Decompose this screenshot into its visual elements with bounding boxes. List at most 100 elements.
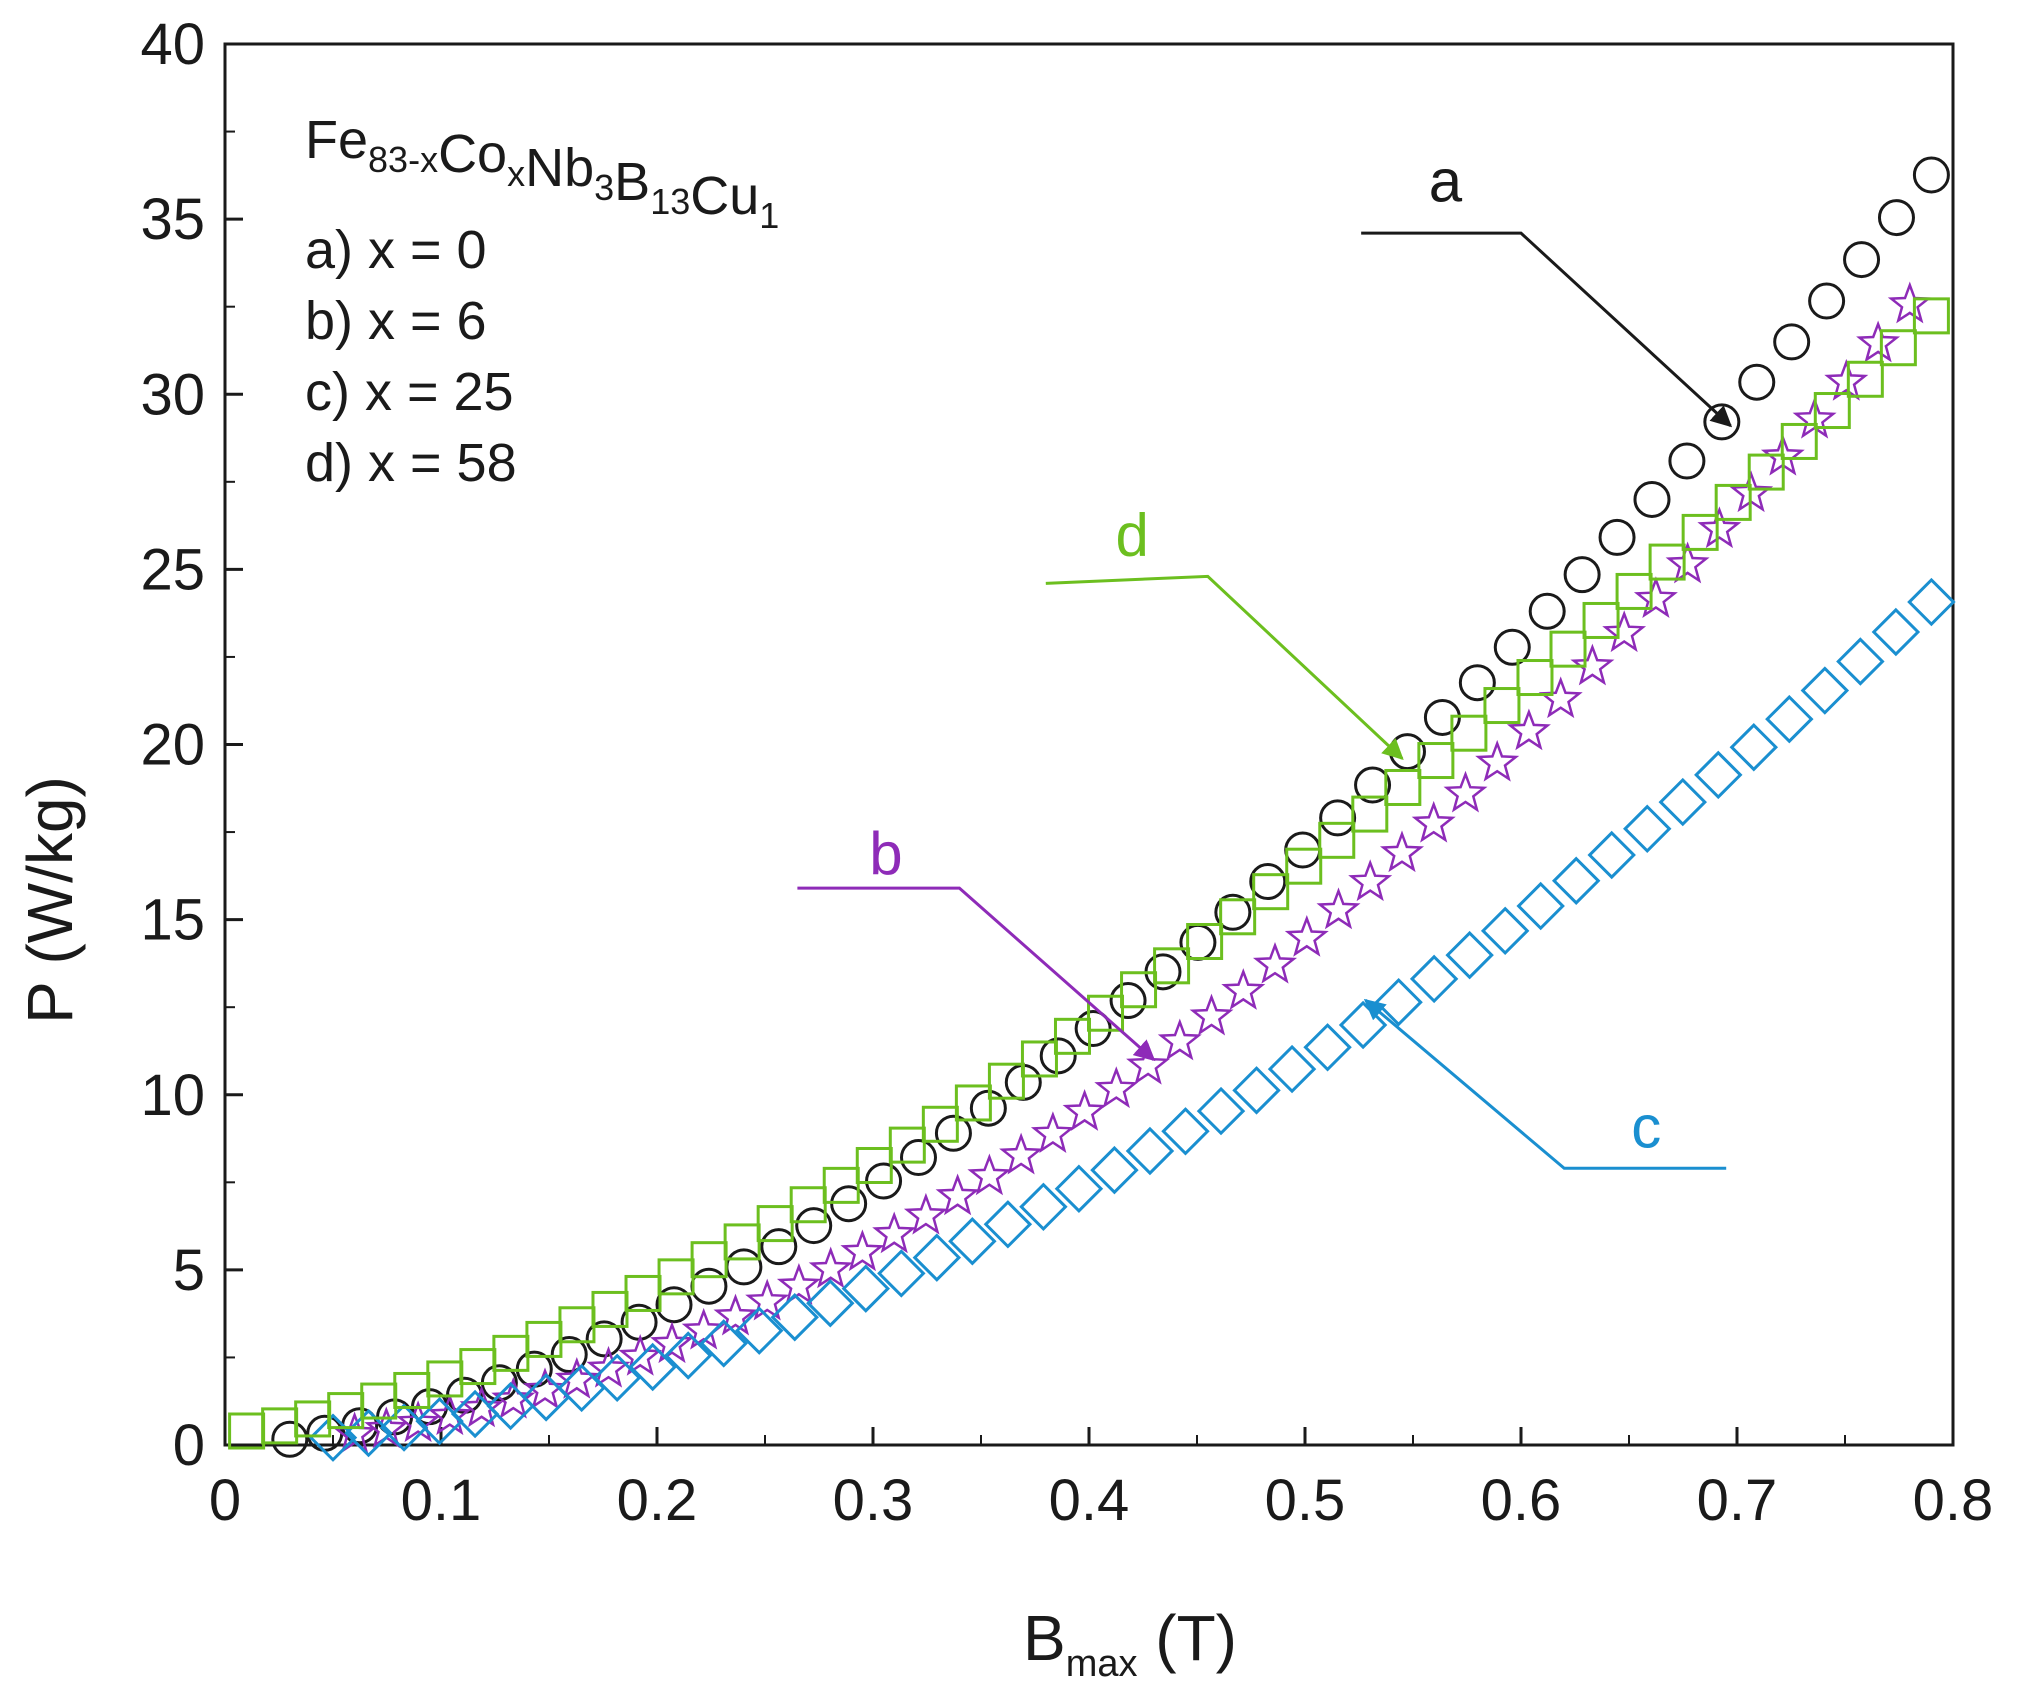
data-point-b: [459, 1385, 504, 1428]
data-point-a: [1598, 518, 1636, 556]
data-point-b: [427, 1393, 472, 1436]
data-point-a: [1877, 199, 1915, 237]
data-point-c: [1409, 954, 1459, 1004]
formula-subscript: 1: [759, 195, 779, 236]
data-point-b: [872, 1211, 917, 1254]
data-point-d: [888, 1126, 926, 1164]
callout-label-a: a: [1429, 148, 1463, 215]
data-point-a: [1563, 556, 1601, 594]
y-tick-label: 40: [140, 12, 205, 77]
data-point-c: [806, 1279, 855, 1328]
data-point-c: [1516, 881, 1565, 931]
data-point-b: [1157, 1018, 1202, 1061]
x-axis: 0 0.1 0.2 0.3 0.4 0.5 0.6 0.7 0.8: [209, 1427, 1993, 1533]
series-d: [228, 297, 1950, 1450]
data-point-d: [822, 1166, 860, 1204]
data-point-d: [1053, 1017, 1091, 1055]
x-tick-label: 0.2: [617, 1468, 698, 1533]
data-point-a: [1074, 1010, 1112, 1048]
data-point-b: [523, 1367, 567, 1410]
data-point-b: [840, 1229, 885, 1272]
data-point-a: [655, 1286, 693, 1324]
data-point-d: [921, 1105, 959, 1143]
data-point-c: [1587, 830, 1636, 880]
data-point-b: [1538, 676, 1583, 719]
data-point-d: [855, 1146, 893, 1184]
data-point-a: [1703, 403, 1741, 441]
data-point-b: [1633, 576, 1678, 618]
data-point-b: [1126, 1042, 1171, 1085]
data-point-c: [1765, 694, 1814, 744]
data-point-c: [1445, 930, 1494, 980]
x-tick-label: 0.8: [1913, 1468, 1994, 1533]
data-point-d: [1417, 742, 1455, 780]
data-point-c: [1694, 750, 1743, 800]
data-point-a: [690, 1267, 728, 1305]
data-point-c: [1267, 1044, 1317, 1094]
data-point-d: [987, 1062, 1025, 1100]
data-point-c: [1480, 906, 1530, 956]
callout-arrow-b: [797, 886, 1156, 1062]
data-point-c: [379, 1403, 429, 1452]
data-point-d: [1912, 297, 1950, 335]
data-point-c: [877, 1249, 926, 1298]
callout-c: c: [1363, 998, 1727, 1170]
data-point-c: [948, 1217, 997, 1266]
y-tick-label: 30: [140, 362, 205, 427]
annotation-layer: a d b c: [797, 148, 1733, 1170]
callout-arrow-d: [1045, 574, 1404, 760]
data-point-b: [1221, 968, 1266, 1010]
data-point-d: [690, 1241, 728, 1279]
data-point-c: [1623, 804, 1672, 853]
legend-item-d: d) x = 58: [305, 433, 517, 493]
callout-label-c: c: [1631, 1093, 1661, 1160]
data-point-b: [967, 1153, 1012, 1196]
data-point-c: [1871, 607, 1921, 657]
data-point-d: [1846, 360, 1884, 398]
callout-label-b: b: [869, 820, 902, 887]
data-point-a: [1039, 1037, 1077, 1075]
data-point-d: [1087, 994, 1125, 1032]
data-point-c: [770, 1293, 819, 1342]
formula-element: B: [614, 152, 650, 212]
data-point-d: [294, 1400, 332, 1438]
data-point-a: [795, 1207, 833, 1245]
formula-subscript: x: [507, 153, 525, 194]
data-point-a: [1319, 799, 1357, 837]
x-axis-title: Bmax (T): [1023, 1602, 1237, 1685]
y-tick-label: 15: [140, 888, 205, 953]
data-point-c: [592, 1353, 642, 1403]
data-point-b: [1094, 1066, 1139, 1109]
data-point-a: [1738, 363, 1776, 401]
data-point-b: [396, 1400, 441, 1443]
data-point-a: [1843, 241, 1881, 279]
data-point-b: [1887, 281, 1932, 324]
data-point-a: [1528, 592, 1566, 630]
data-point-d: [1747, 453, 1785, 491]
data-point-c: [1232, 1066, 1281, 1115]
y-tick-label: 10: [140, 1063, 205, 1128]
data-point-b: [1252, 941, 1298, 984]
data-point-a: [899, 1139, 937, 1177]
y-tick-label: 35: [140, 187, 205, 252]
data-point-b: [1284, 915, 1329, 957]
data-point-b: [1475, 739, 1520, 782]
y-tick-label: 20: [140, 713, 205, 778]
data-point-d: [756, 1205, 794, 1243]
data-point-b: [1189, 993, 1234, 1036]
y-tick-label: 25: [140, 537, 205, 602]
data-point-a: [1668, 442, 1706, 480]
data-point-c: [1303, 1023, 1352, 1072]
data-point-a: [760, 1228, 798, 1266]
series-b: [332, 281, 1932, 1454]
y-axis: 0 5 10 15 20 25 30 35 40: [140, 12, 243, 1478]
legend-item-a: a) x = 0: [305, 220, 487, 280]
data-point-a: [1773, 323, 1811, 361]
data-point-c: [1907, 577, 1956, 627]
data-point-a: [725, 1248, 763, 1286]
legend-item-b: b) x = 6: [305, 291, 487, 351]
data-point-d: [1020, 1040, 1058, 1078]
data-point-a: [1249, 862, 1287, 900]
formula-subscript: 3: [594, 167, 614, 208]
data-point-d: [789, 1186, 827, 1224]
